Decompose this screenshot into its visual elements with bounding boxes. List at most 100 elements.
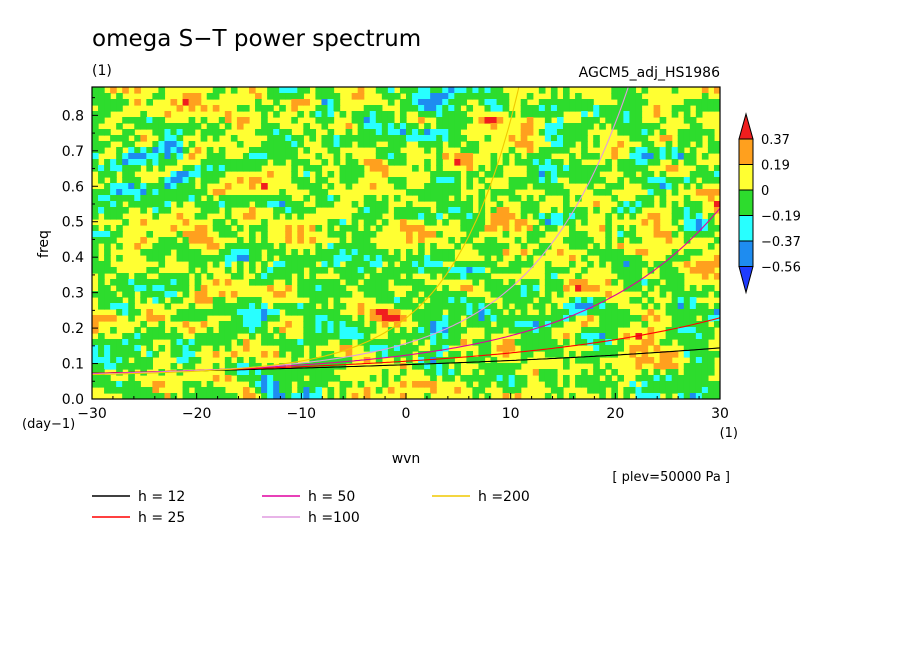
field-cell — [176, 183, 184, 190]
field-cell — [490, 219, 498, 226]
field-cell — [261, 387, 268, 394]
field-cell — [647, 297, 655, 304]
field-cell — [98, 261, 105, 268]
field-cell — [134, 279, 141, 286]
field-cell — [532, 105, 540, 112]
field-cell — [399, 219, 407, 226]
field-cell — [484, 351, 492, 358]
field-cell — [635, 201, 643, 208]
field-cell — [194, 297, 202, 304]
field-cell — [677, 339, 685, 346]
field-cell — [569, 255, 576, 262]
y-tick-label: 0.0 — [62, 392, 84, 408]
field-cell — [526, 105, 534, 112]
field-cell — [406, 291, 413, 298]
field-cell — [653, 375, 661, 382]
field-cell — [466, 165, 474, 172]
field-cell — [122, 273, 129, 280]
field-cell — [158, 297, 166, 304]
field-cell — [490, 315, 498, 322]
field-cell — [393, 267, 401, 274]
field-cell — [611, 93, 618, 100]
field-cell — [134, 201, 141, 208]
field-cell — [327, 327, 335, 334]
field-cell — [508, 375, 516, 382]
field-cell — [629, 177, 637, 184]
field-cell — [508, 213, 516, 220]
field-cell — [212, 261, 220, 268]
field-cell — [532, 333, 540, 340]
field-cell — [393, 375, 401, 382]
field-cell — [164, 249, 172, 256]
field-cell — [140, 219, 147, 226]
field-cell — [122, 333, 129, 340]
field-cell — [538, 249, 546, 256]
field-cell — [496, 291, 504, 298]
field-cell — [242, 243, 250, 250]
field-cell — [261, 315, 268, 322]
field-cell — [641, 279, 649, 286]
field-cell — [122, 99, 129, 106]
field-cell — [605, 351, 612, 358]
field-cell — [381, 273, 389, 280]
field-cell — [581, 303, 588, 310]
field-cell — [436, 345, 443, 352]
field-cell — [544, 285, 552, 292]
field-cell — [659, 381, 667, 388]
field-cell — [273, 369, 280, 376]
field-cell — [563, 309, 570, 316]
field-cell — [116, 297, 123, 304]
field-cell — [532, 249, 540, 256]
field-cell — [587, 357, 594, 364]
field-cell — [182, 243, 190, 250]
field-cell — [550, 183, 558, 190]
field-cell — [146, 153, 153, 160]
field-cell — [381, 201, 389, 208]
field-cell — [556, 309, 564, 316]
field-cell — [641, 87, 649, 94]
field-cell — [170, 345, 178, 352]
field-cell — [309, 237, 317, 244]
field-cell — [194, 339, 202, 346]
field-cell — [677, 381, 685, 388]
field-cell — [701, 273, 709, 280]
field-cell — [508, 285, 516, 292]
field-cell — [599, 177, 606, 184]
field-cell — [122, 189, 129, 196]
field-cell — [188, 195, 196, 202]
field-cell — [587, 171, 594, 178]
field-cell — [116, 159, 123, 166]
field-cell — [605, 375, 612, 382]
field-cell — [104, 213, 111, 220]
field-cell — [460, 153, 467, 160]
field-cell — [369, 267, 377, 274]
field-cell — [339, 285, 347, 292]
field-cell — [430, 363, 437, 370]
field-cell — [122, 195, 129, 202]
field-cell — [212, 129, 220, 136]
field-cell — [140, 333, 147, 340]
field-cell — [556, 105, 564, 112]
field-cell — [436, 261, 443, 268]
field-cell — [273, 159, 280, 166]
field-cell — [538, 321, 546, 328]
field-cell — [484, 99, 492, 106]
field-cell — [544, 99, 552, 106]
field-cell — [424, 219, 431, 226]
field-cell — [92, 321, 99, 328]
field-cell — [635, 357, 643, 364]
field-cell — [701, 327, 709, 334]
field-cell — [575, 93, 582, 100]
field-cell — [647, 333, 655, 340]
field-cell — [182, 129, 190, 136]
field-cell — [200, 315, 208, 322]
field-cell — [345, 261, 353, 268]
field-cell — [448, 189, 455, 196]
field-cell — [230, 351, 238, 358]
field-cell — [122, 153, 129, 160]
field-cell — [490, 357, 498, 364]
field-cell — [563, 207, 570, 214]
field-cell — [273, 351, 280, 358]
field-cell — [683, 153, 691, 160]
field-cell — [695, 363, 703, 370]
